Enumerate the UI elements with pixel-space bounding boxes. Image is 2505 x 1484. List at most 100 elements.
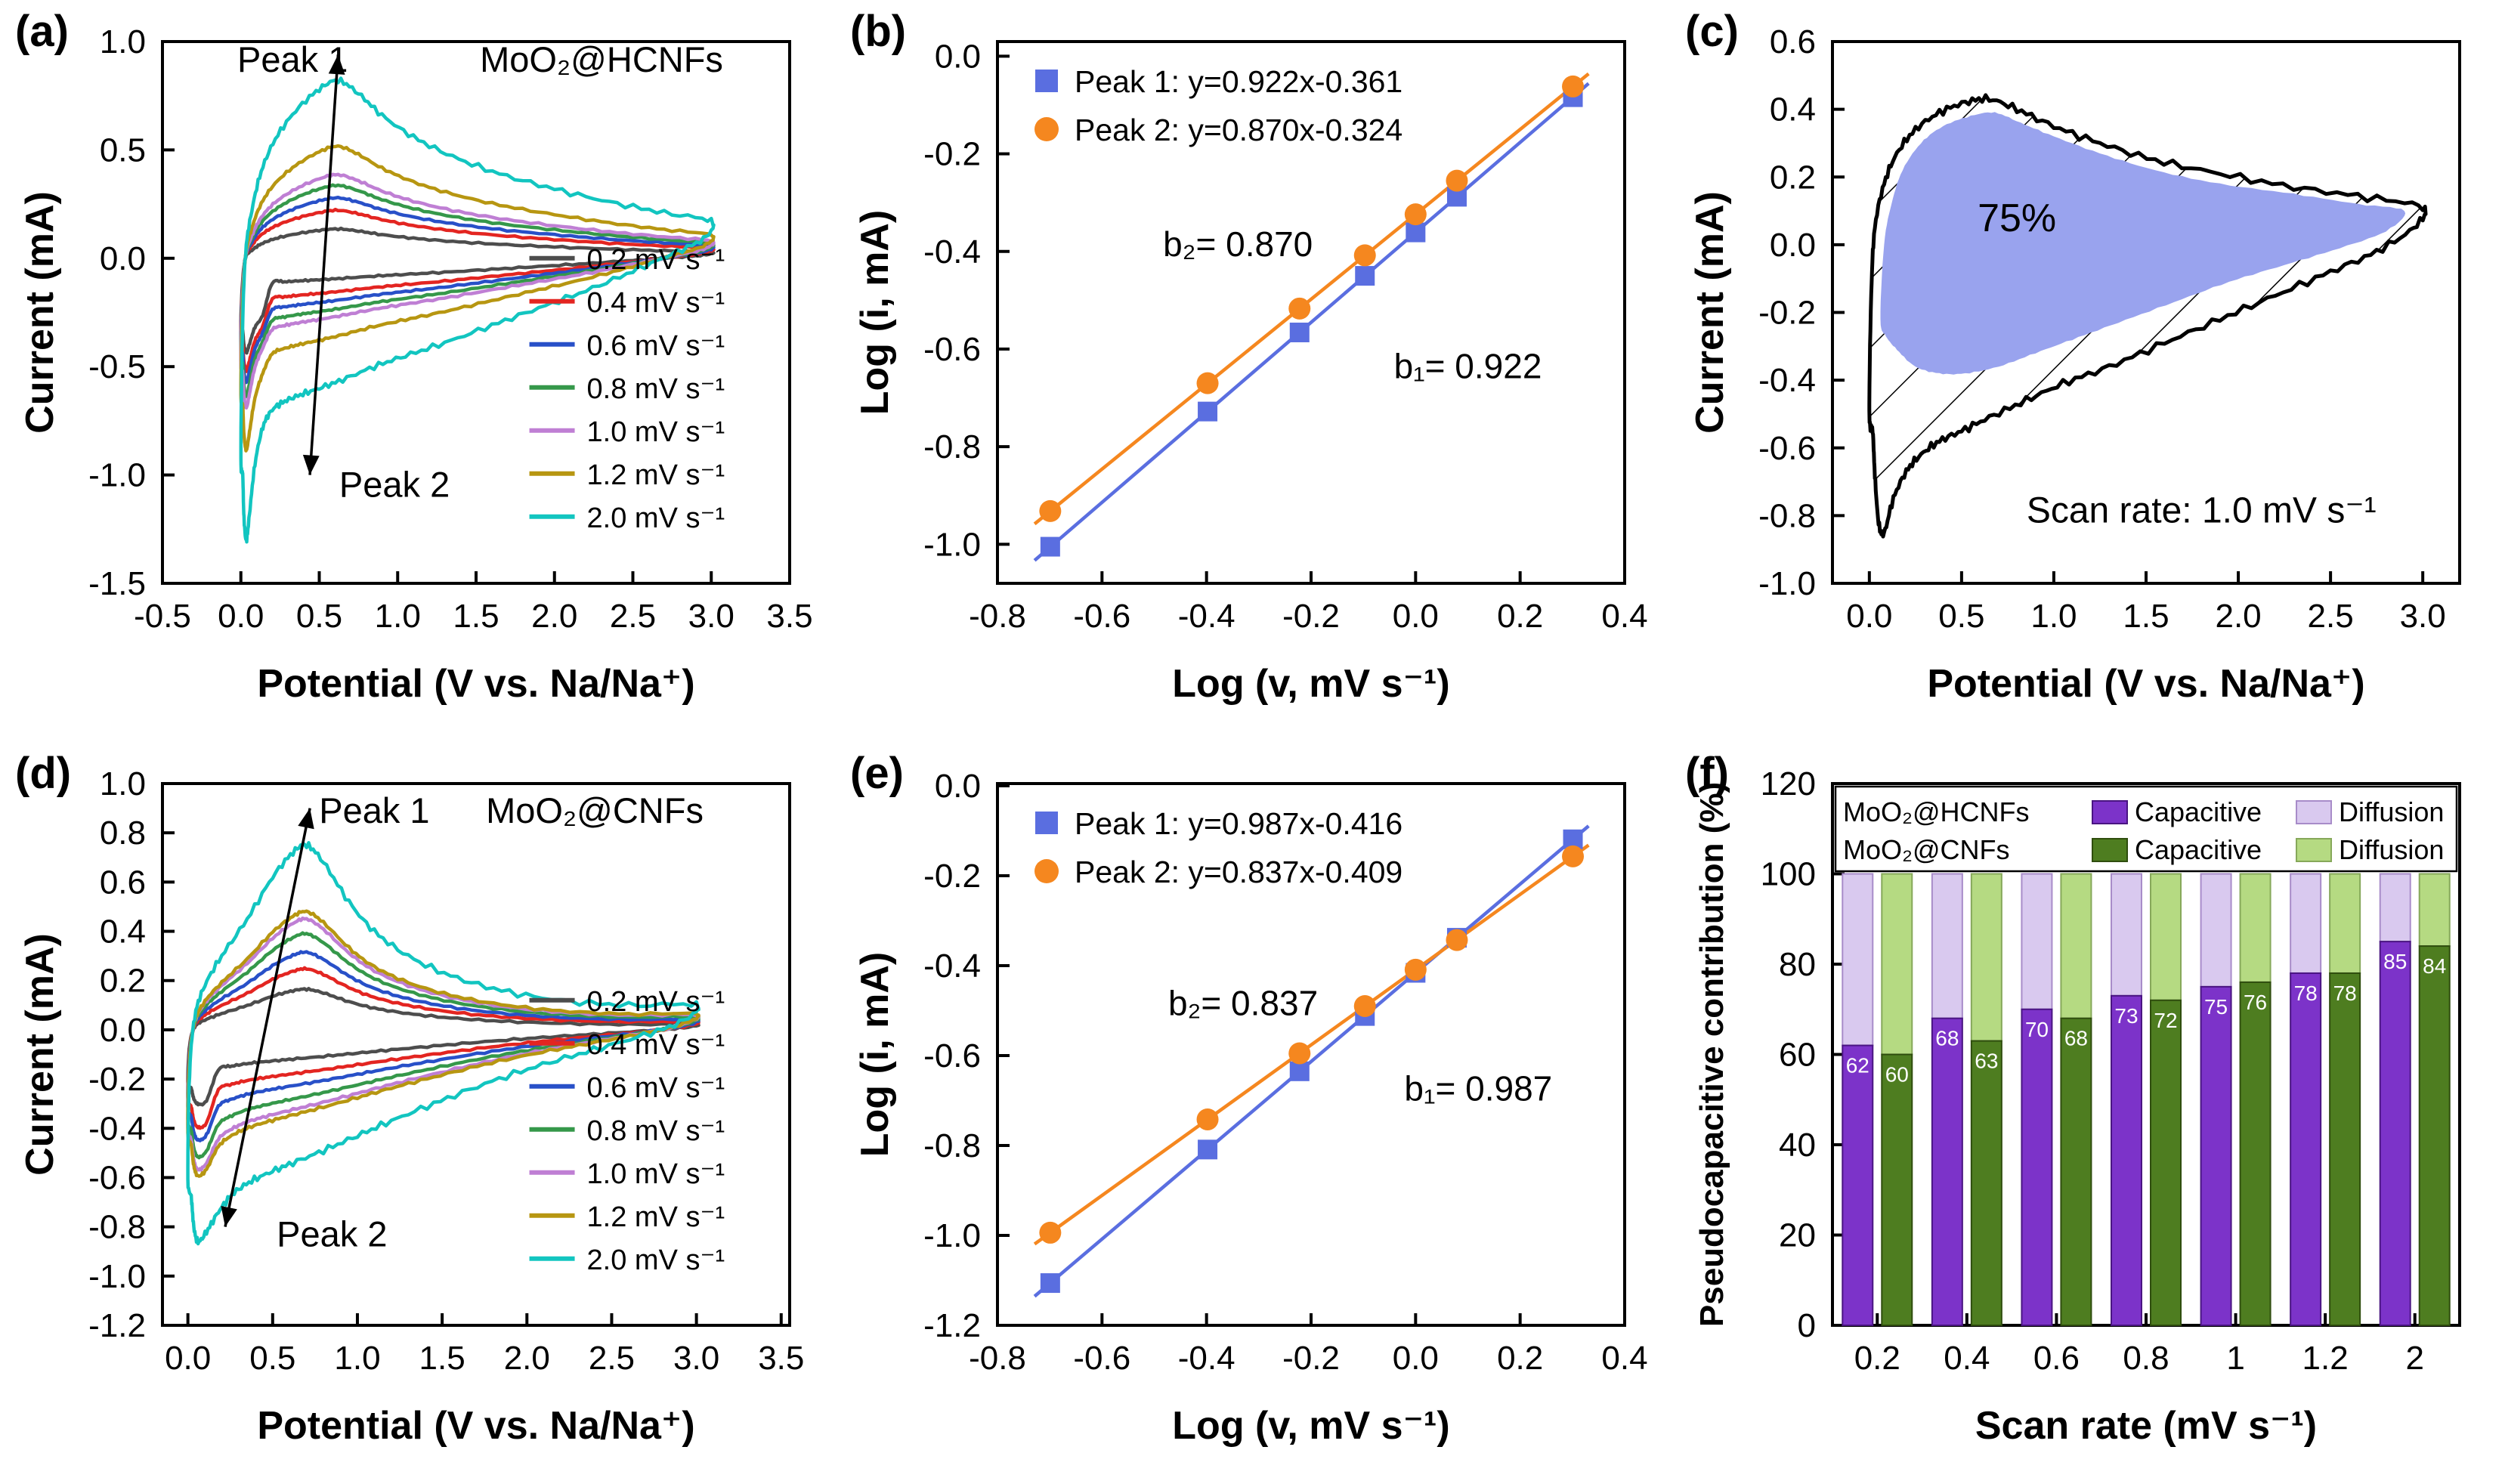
y-axis-title: Log (i, mA) <box>853 952 897 1158</box>
panel-letter-d: (d) <box>15 749 72 798</box>
capacitive-segment <box>2290 972 2322 1326</box>
x-tick-label: -0.8 <box>969 598 1026 635</box>
y-tick-label: -1.2 <box>88 1307 146 1344</box>
y-tick-label: 20 <box>1779 1217 1816 1254</box>
capacitive-segment <box>1970 1040 2002 1326</box>
y-tick-label: -0.4 <box>923 948 981 985</box>
y-axis-title: Log (i, mA) <box>853 210 897 416</box>
bar-value-label: 75 <box>2204 995 2228 1019</box>
legend-series-name: MoO₂@HCNFs <box>1843 796 2030 827</box>
x-tick-label: 3.5 <box>766 598 812 635</box>
y-tick-label: 1.0 <box>100 23 146 60</box>
legend-label: Peak 1: y=0.922x-0.361 <box>1075 64 1402 99</box>
cv-chart-cnfs: 0.0 0.5 1.0 1.5 2.0 2.5 3.0 3.5 -1.2 -1.0 -0.8 -0.6… <box>18 765 804 1448</box>
panel-e: (e) -0.8 -0.6 -0.4 -0.2 0.0 0.2 0.4 0.0 -0.2 -0.4… <box>835 742 1670 1484</box>
x-tick-label: 0.4 <box>1601 1340 1647 1377</box>
data-point-square <box>1289 322 1310 342</box>
x-tick-label: 1 <box>2226 1340 2244 1377</box>
legend-label: 1.0 mV s⁻¹ <box>587 416 725 448</box>
x-tick-label: 0.5 <box>1938 598 1984 635</box>
plot-background <box>997 784 1625 1325</box>
x-tick-label: 3.0 <box>673 1340 719 1377</box>
x-tick-label: 0.5 <box>249 1340 295 1377</box>
legend-label: 0.6 mV s⁻¹ <box>587 330 725 362</box>
x-tick-label: 0.0 <box>218 598 264 635</box>
legend-diffusion-label: Diffusion <box>2339 834 2444 865</box>
y-tick-label: -0.2 <box>1758 295 1816 332</box>
legend-series-name: MoO₂@CNFs <box>1843 834 2010 865</box>
panel-d: (d) 0.0 0.5 1.0 1.5 2.0 2.5 3.0 3.5 -1.2 -1.0 -0.8… <box>0 742 835 1484</box>
legend-capacitive-label: Capacitive <box>2135 796 2262 827</box>
y-tick-label: -0.8 <box>1758 497 1816 534</box>
arrowhead <box>302 454 320 475</box>
annotation: Peak 2 <box>277 1214 387 1254</box>
y-axis-title: Current (mA) <box>1688 191 1732 434</box>
legend-diffusion-swatch <box>2296 838 2332 862</box>
legend-label: 1.2 mV s⁻¹ <box>587 459 725 491</box>
x-tick-label: 2.5 <box>589 1340 635 1377</box>
b-value-annotation: b₁= 0.922 <box>1394 347 1542 386</box>
cv-curve-outline <box>1867 93 2428 539</box>
capacitive-segment <box>2200 985 2232 1326</box>
b-value-annotation: b₂= 0.870 <box>1163 224 1313 264</box>
y-tick-label: 0.5 <box>100 131 146 168</box>
data-point-square <box>1289 1061 1310 1081</box>
b-value-annotation: b₁= 0.987 <box>1404 1068 1552 1108</box>
x-tick-label: -0.6 <box>1073 598 1130 635</box>
y-tick-label: -1.0 <box>1758 565 1816 602</box>
x-tick-label: 0.0 <box>1393 598 1439 635</box>
data-point-circle <box>1446 929 1468 951</box>
diffusion-segment <box>1970 873 2002 1042</box>
x-axis-title: Log (v, mV s⁻¹) <box>1172 1404 1449 1448</box>
legend-label: 0.2 mV s⁻¹ <box>587 244 725 276</box>
cv-chart-hcnfs: -0.5 0.0 0.5 1.0 1.5 2.0 2.5 3.0 3.5 -1.5 -1.0 -0.5… <box>18 23 813 706</box>
x-tick-label: 2.5 <box>610 598 656 635</box>
capacitive-segment <box>2150 999 2182 1326</box>
data-point-circle <box>1196 1108 1219 1130</box>
y-tick-label: -1.0 <box>88 1258 146 1295</box>
x-axis-title: Potential (V vs. Na/Na⁺) <box>1927 662 2364 706</box>
scan-rate-annotation: Scan rate: 1.0 mV s⁻¹ <box>2027 490 2377 530</box>
x-axis-title: Potential (V vs. Na/Na⁺) <box>257 1404 694 1448</box>
bar-value-label: 84 <box>2423 954 2446 978</box>
x-tick-label: -0.4 <box>1178 598 1235 635</box>
x-tick-label: 2.0 <box>2215 598 2261 635</box>
legend-label: Peak 1: y=0.987x-0.416 <box>1075 806 1402 841</box>
x-tick-label: 0.4 <box>1601 598 1647 635</box>
x-tick-label: 0.5 <box>296 598 342 635</box>
data-point-square <box>1406 222 1426 243</box>
y-tick-label: -1.2 <box>923 1307 981 1344</box>
capacitive-contribution-cv-chart: 0.0 0.5 1.0 1.5 2.0 2.5 3.0 -1.0 -0.8 -0.6 -0.4 -0.… <box>1688 23 2461 706</box>
y-axis-title: Current (mA) <box>18 191 62 434</box>
y-tick-label: -0.8 <box>88 1209 146 1246</box>
y-tick-label: 0.2 <box>100 963 146 1000</box>
capacitive-segment <box>1842 1044 1874 1326</box>
legend-label: 2.0 mV s⁻¹ <box>587 502 725 534</box>
y-tick-label: -0.2 <box>923 858 981 895</box>
capacitive-segment <box>2329 972 2361 1326</box>
diffusion-segment <box>2239 873 2272 983</box>
capacitive-segment <box>1931 1017 1963 1326</box>
x-tick-label: 1.2 <box>2302 1340 2349 1377</box>
y-tick-label: -1.0 <box>923 526 981 563</box>
bar-value-label: 62 <box>1846 1054 1869 1077</box>
panel-letter-e: (e) <box>850 749 904 798</box>
diffusion-segment <box>2290 873 2322 974</box>
diffusion-segment <box>1931 873 1963 1019</box>
axis-frame <box>996 40 1626 585</box>
legend-label: 1.0 mV s⁻¹ <box>587 1158 725 1190</box>
annotation: MoO₂@CNFs <box>486 790 704 830</box>
b-value-annotation: b₂= 0.837 <box>1168 983 1318 1022</box>
diffusion-segment <box>2150 873 2182 1001</box>
bar-value-label: 85 <box>2383 950 2407 973</box>
diffusion-segment <box>2379 873 2411 943</box>
bar-value-label: 78 <box>2294 982 2318 1005</box>
data-point-square <box>1355 266 1375 286</box>
annotation: Peak 2 <box>339 464 450 504</box>
fit-line <box>1033 843 1590 1246</box>
y-tick-label: 120 <box>1761 765 1816 802</box>
data-point-circle <box>1353 995 1376 1018</box>
legend-label: 2.0 mV s⁻¹ <box>587 1244 725 1276</box>
y-tick-label: -1.0 <box>923 1217 981 1254</box>
